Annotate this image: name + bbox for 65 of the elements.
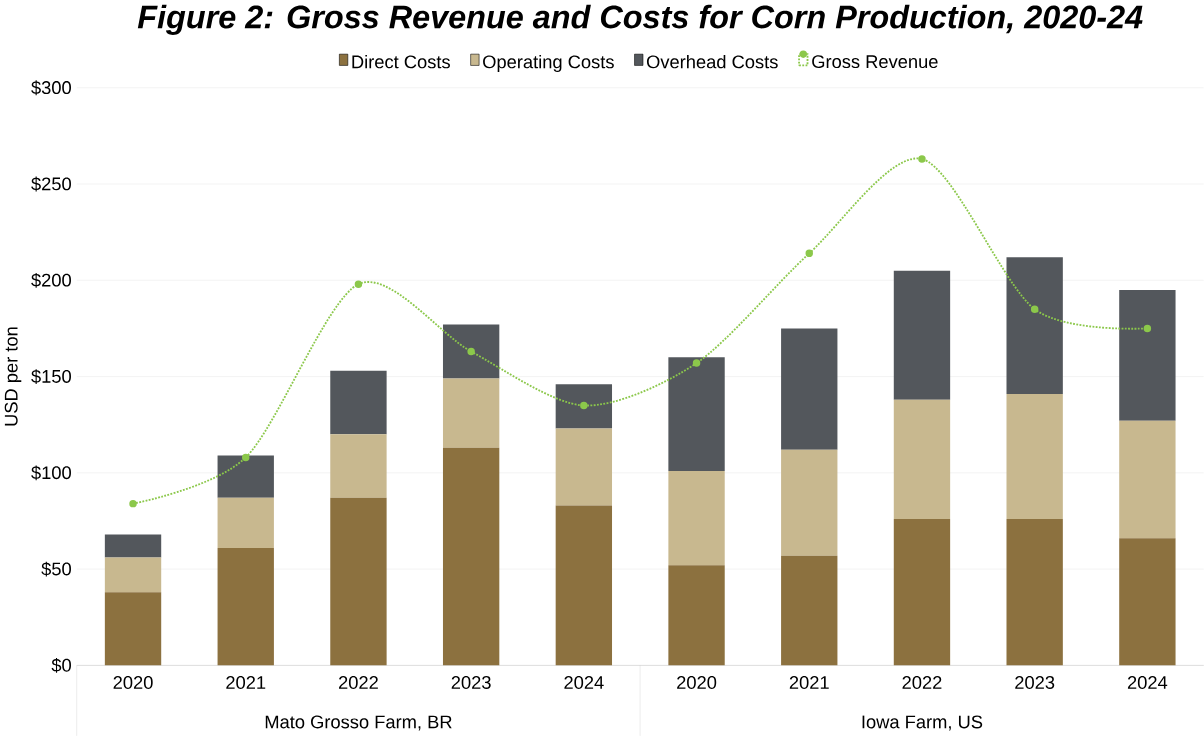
bar — [668, 470, 725, 566]
bar — [217, 455, 274, 498]
point — [805, 249, 813, 258]
y-tick-label: $0 — [51, 657, 71, 673]
y-tick-label: $100 — [31, 465, 71, 481]
bar — [1006, 393, 1063, 519]
bar — [104, 592, 162, 666]
y-axis-title: USD per ton — [4, 327, 22, 426]
bar — [555, 505, 613, 666]
point — [354, 280, 363, 288]
bar — [1119, 289, 1176, 421]
x-tick-label: 2020 — [113, 675, 153, 689]
point — [1143, 324, 1152, 333]
x-tick-label: 2024 — [1127, 675, 1168, 689]
bar — [781, 328, 838, 450]
bar — [893, 399, 951, 519]
bar — [330, 497, 387, 666]
bar — [330, 434, 387, 498]
bar — [217, 497, 274, 548]
x-tick-label: 2020 — [677, 675, 717, 689]
bar — [893, 270, 951, 400]
bar — [893, 519, 951, 666]
x-tick-label: 2023 — [451, 675, 491, 689]
x-tick-label: 2022 — [339, 675, 378, 689]
point — [692, 359, 701, 367]
bar — [104, 534, 162, 558]
x-tick-label: 2021 — [789, 675, 829, 689]
bar — [668, 565, 725, 666]
point — [580, 401, 588, 410]
bar — [555, 428, 613, 506]
y-tick-label: $200 — [31, 272, 71, 288]
y-tick-label: $250 — [31, 176, 71, 192]
legend-label: Operating Costs — [483, 54, 614, 72]
point — [242, 453, 250, 462]
legend-label: Overhead Costs — [646, 54, 778, 69]
bar — [781, 449, 838, 556]
text: Mato Grosso Farm, BR — [265, 715, 452, 731]
bar — [555, 384, 613, 429]
x-tick-label: 2023 — [1015, 675, 1055, 689]
text: Iowa Farm, US — [862, 715, 983, 731]
y-tick-label: $300 — [31, 80, 71, 96]
bar — [217, 547, 274, 666]
legend-label: Direct Costs — [352, 54, 450, 69]
legend-label: Gross Revenue — [812, 55, 938, 69]
x-tick-label: 2022 — [902, 675, 942, 689]
chart-title: Figure 2: Gross Revenue and Costs for Corn Production, 2020-24 — [137, 4, 1143, 35]
point — [129, 499, 137, 508]
bar — [1119, 420, 1176, 539]
bar — [104, 557, 162, 593]
point — [918, 155, 926, 163]
y-tick-label: $50 — [41, 561, 71, 577]
bar — [1119, 538, 1176, 666]
bar — [330, 370, 387, 435]
x-tick-label: 2021 — [226, 675, 266, 689]
point — [467, 347, 475, 356]
point — [1030, 305, 1039, 313]
bar — [1006, 257, 1063, 394]
bar — [442, 378, 500, 448]
bar — [668, 357, 725, 471]
y-tick-label: $150 — [31, 369, 71, 384]
bar — [442, 324, 500, 379]
x-tick-label: 2024 — [564, 675, 604, 689]
bar — [1006, 519, 1063, 666]
bar — [442, 447, 500, 666]
bar — [781, 555, 838, 666]
